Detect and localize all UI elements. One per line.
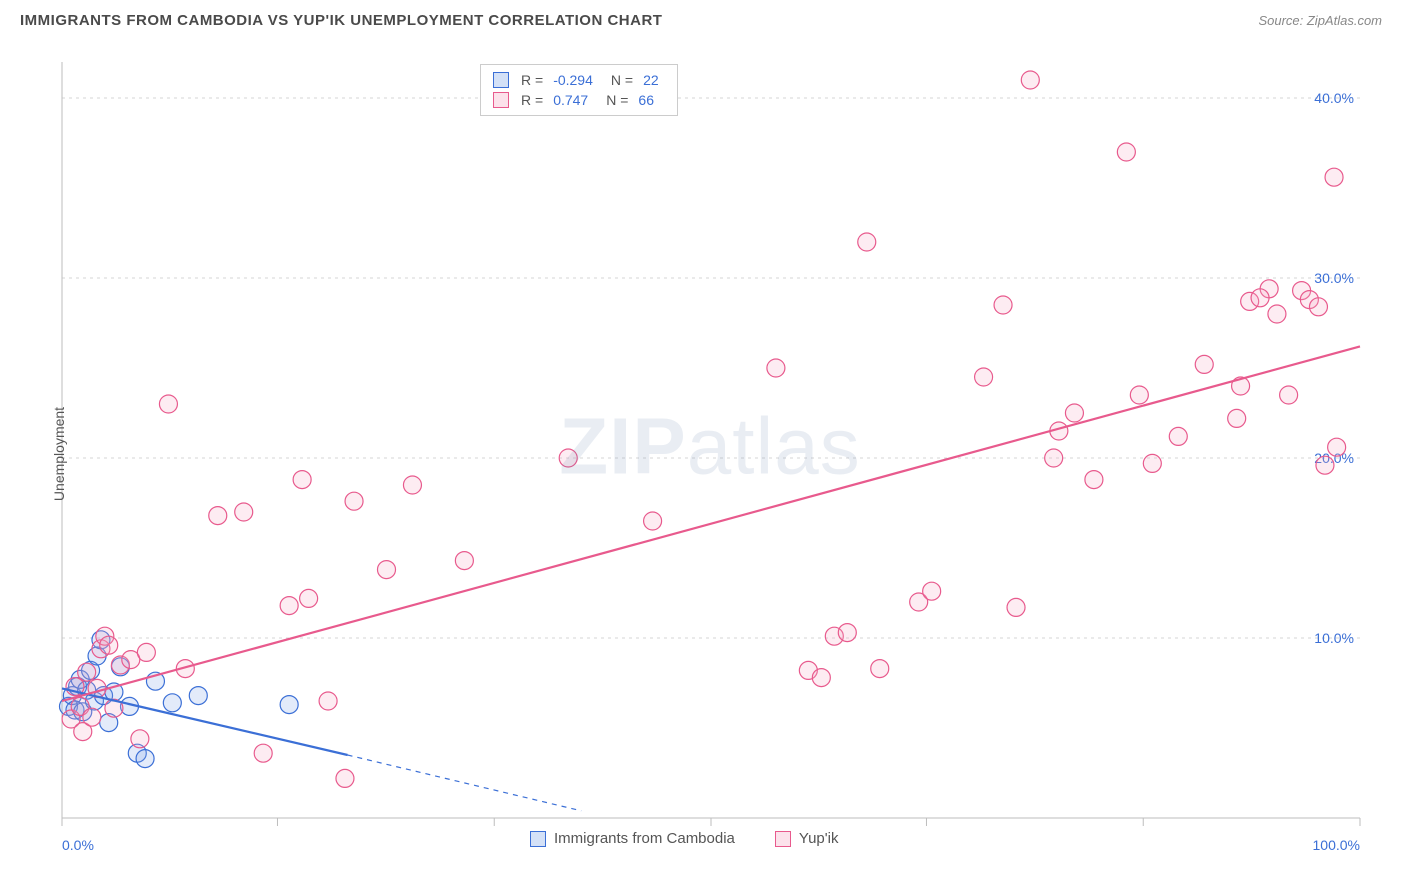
svg-text:40.0%: 40.0% — [1314, 90, 1354, 106]
series-label-cambodia: Immigrants from Cambodia — [554, 830, 735, 847]
svg-text:100.0%: 100.0% — [1313, 837, 1360, 853]
y-axis-label: Unemployment — [51, 407, 67, 501]
legend-swatch-cambodia — [493, 72, 509, 88]
series-swatch-yupik — [775, 831, 791, 847]
chart-title: IMMIGRANTS FROM CAMBODIA VS YUP'IK UNEMP… — [20, 12, 662, 29]
legend-swatch-yupik — [493, 92, 509, 108]
scatter-plot-svg: 10.0%20.0%30.0%40.0%0.0%100.0% — [40, 44, 1380, 864]
series-legend-item-yupik: Yup'ik — [775, 830, 839, 847]
svg-text:0.0%: 0.0% — [62, 837, 94, 853]
chart-container: Unemployment 10.0%20.0%30.0%40.0%0.0%100… — [40, 44, 1380, 864]
series-label-yupik: Yup'ik — [799, 830, 839, 847]
series-swatch-cambodia — [530, 831, 546, 847]
correlation-legend-box: R =-0.294N =22R =0.747N =66 — [480, 64, 678, 116]
legend-row-yupik: R =0.747N =66 — [493, 90, 665, 110]
svg-text:30.0%: 30.0% — [1314, 270, 1354, 286]
source-label: Source: ZipAtlas.com — [1258, 13, 1382, 28]
series-legend-item-cambodia: Immigrants from Cambodia — [530, 830, 735, 847]
svg-text:10.0%: 10.0% — [1314, 630, 1354, 646]
legend-row-cambodia: R =-0.294N =22 — [493, 70, 665, 90]
series-legend: Immigrants from Cambodia Yup'ik — [530, 830, 838, 847]
